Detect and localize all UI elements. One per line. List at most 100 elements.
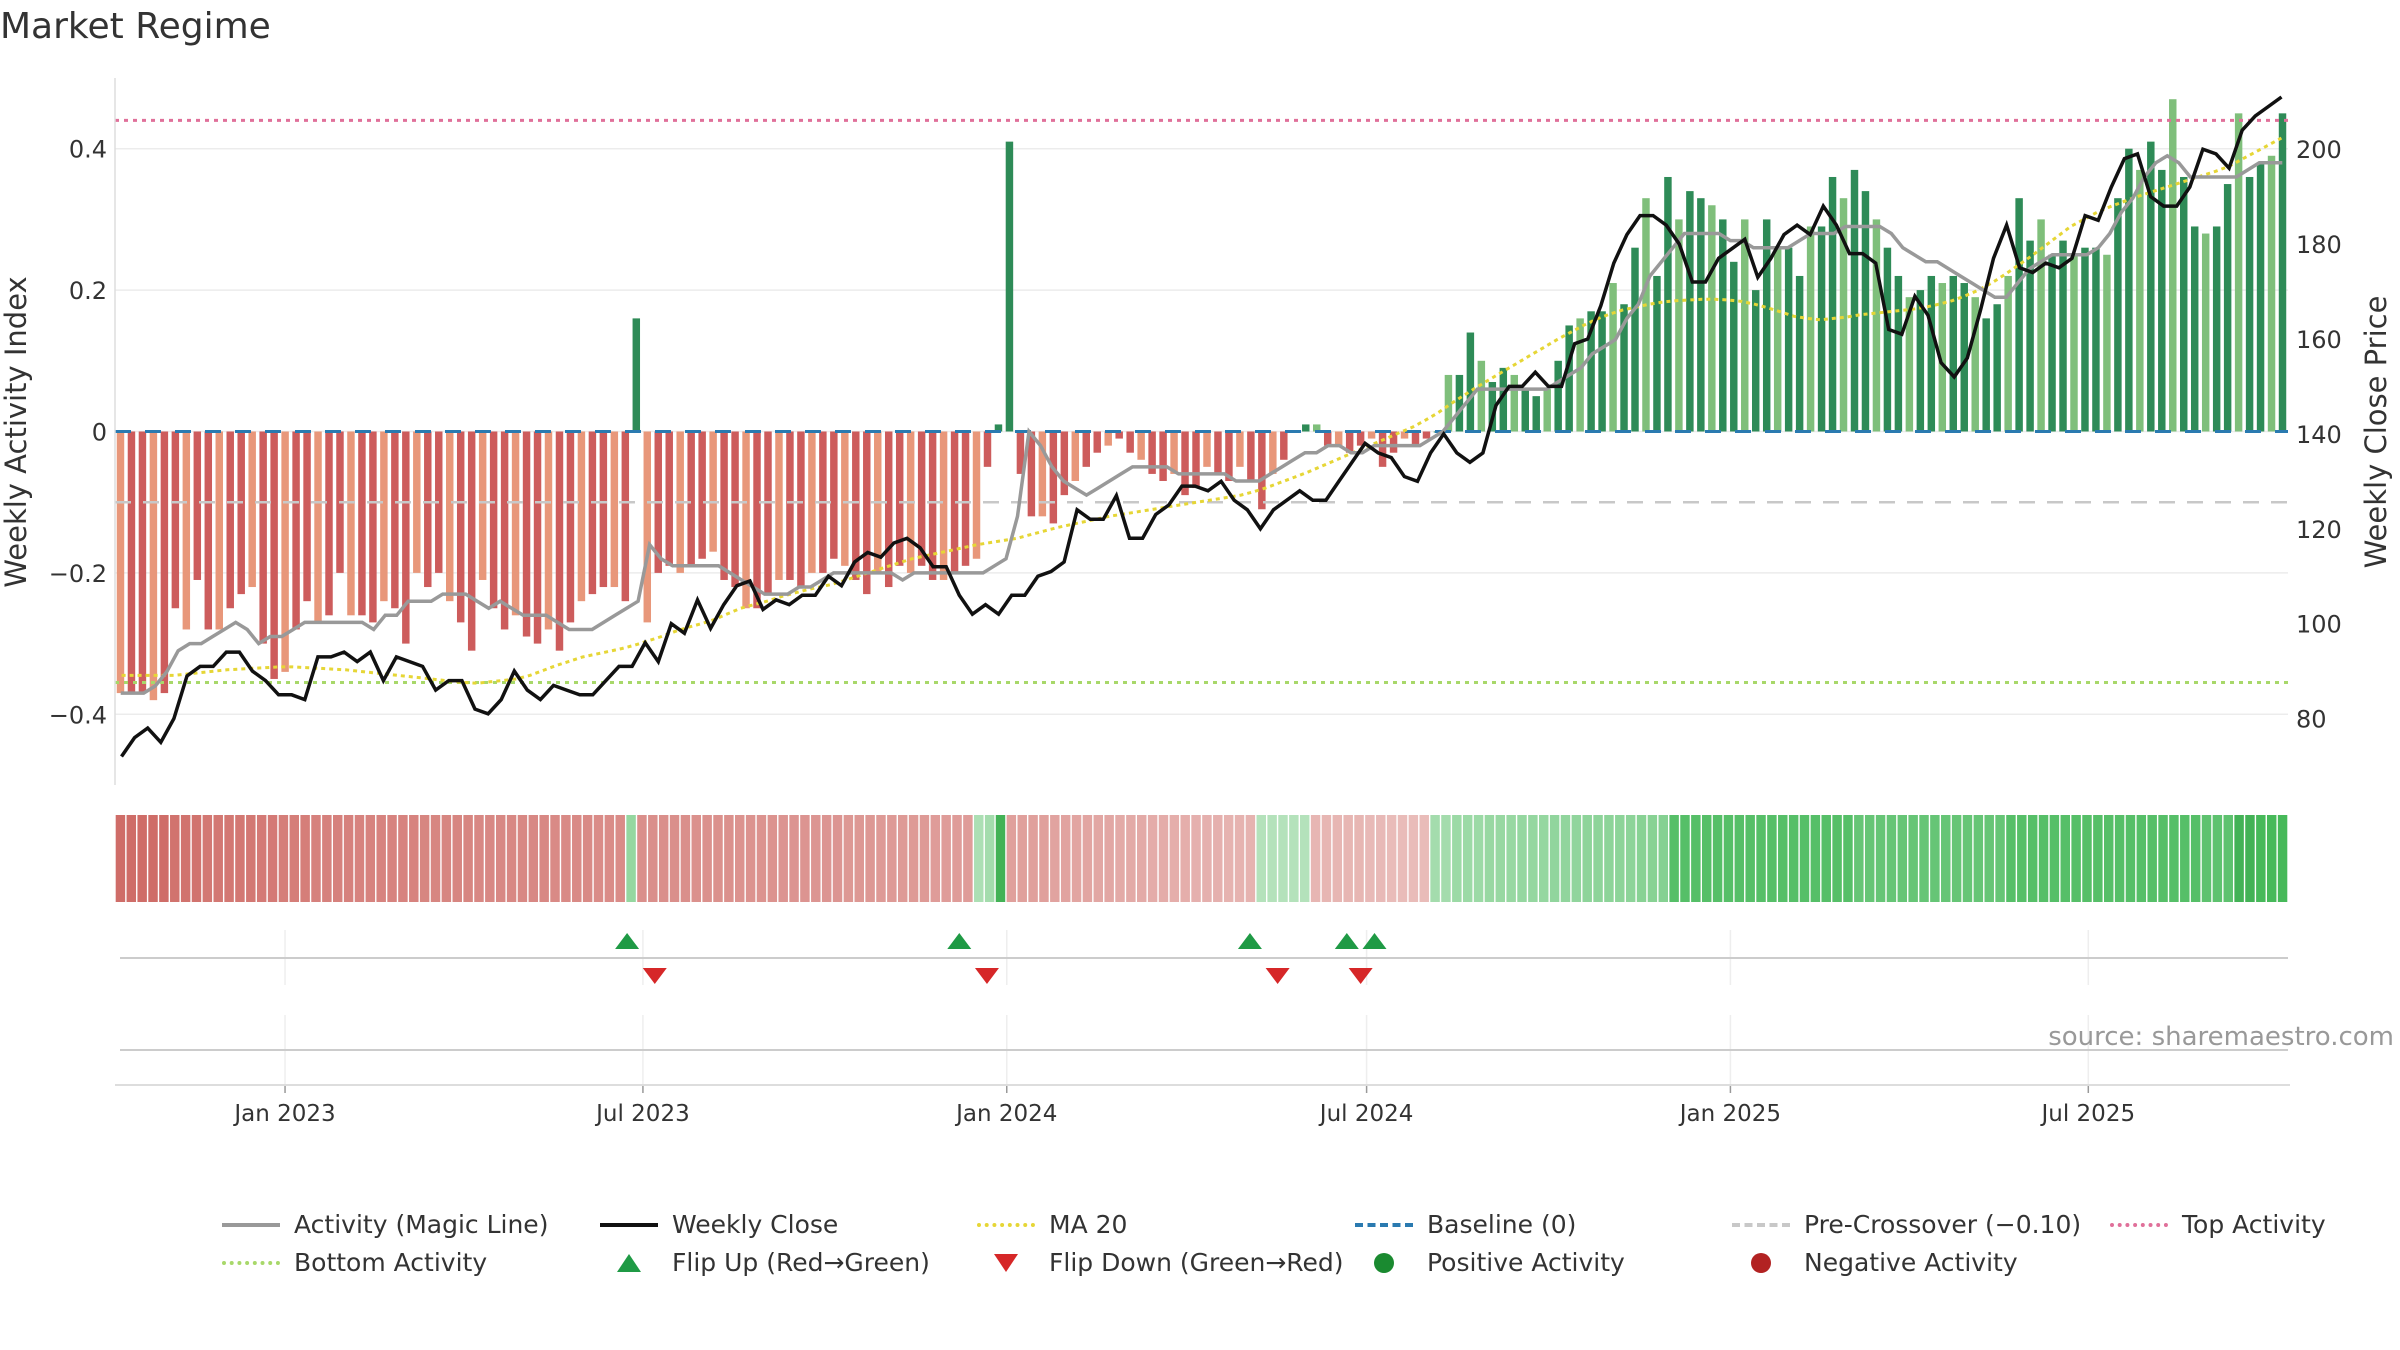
heat-cell [1778,815,1788,902]
heat-cell [2180,815,2190,902]
heat-cell [2082,815,2092,902]
heat-cell [1495,815,1506,902]
activity-bar [2037,219,2045,432]
y2-tick-label: 200 [2296,136,2342,164]
heat-cell [1821,815,1831,902]
ma20-line [121,136,2283,685]
heat-cell [1723,815,1734,902]
flip-up-marker [1362,933,1387,949]
activity-bar [566,431,575,623]
legend-label: Bottom Activity [294,1248,488,1277]
date-axis: Jan 2023 Jul 2023 Jan 2024 Jul 2024 Jan 2025… [115,1015,2290,1127]
activity-bar [2114,198,2122,432]
heat-cell [1658,815,1668,902]
activity-bar [193,431,202,580]
legend-item-ma20: MA 20 [975,1210,1127,1239]
activity-bar [1466,332,1475,432]
activity-bar [380,431,388,602]
series-lines [120,95,2283,758]
heat-cell [2006,815,2016,902]
legend-symbol [220,1215,282,1235]
activity-bar [742,431,750,609]
activity-bar [478,431,487,580]
legend-label: MA 20 [1049,1210,1128,1239]
activity-bar [1477,360,1486,432]
heat-cell [441,815,452,902]
heat-cell [974,815,984,902]
activity-bar [1697,198,1705,432]
heat-cell [1126,815,1136,902]
flip-up-marker [615,933,640,949]
flip-down-marker [974,968,999,984]
activity-bar [1839,198,1848,432]
heat-cell [343,815,354,902]
heat-cell [1441,815,1451,902]
legend-label: Flip Up (Red→Green) [672,1248,930,1277]
legend-symbol [220,1253,282,1273]
heat-cell [724,815,734,902]
heat-cell [474,815,484,902]
activity-bar [621,431,630,602]
flip-up-marker [1334,933,1359,949]
heat-cell [1213,815,1223,902]
heat-cell [278,815,289,902]
heat-cell [1799,815,1810,902]
legend-symbol [1353,1215,1415,1235]
activity-bar [2245,176,2254,432]
heat-cell [1050,815,1060,902]
activity-bar [1356,431,1365,446]
y-tick-label: 0.4 [69,136,107,164]
heat-cell [1930,815,1940,902]
heat-cell [1386,815,1397,902]
activity-bar [1664,176,1672,432]
activity-bar [215,431,223,630]
heat-cell [1886,815,1897,902]
legend-item-flipup: Flip Up (Red→Green) [598,1248,930,1277]
y-tick-label: 0 [92,419,107,447]
activity-bar [1861,191,1870,432]
activity-bar [1159,431,1167,481]
activity-bar [863,431,871,595]
legend-item-flipdown: Flip Down (Green→Red) [975,1248,1344,1277]
heat-cell [1615,815,1625,902]
activity-bar [1499,367,1508,432]
activity-bar [994,424,1003,432]
heat-cell [550,815,560,902]
activity-bar [983,431,992,467]
heat-cell [637,815,647,902]
activity-bar [599,431,608,588]
heat-cell [1549,815,1560,902]
flip-markers-panel [120,930,2288,985]
heat-cell [2234,815,2244,902]
activity-bar [1411,431,1420,446]
legend-label: Baseline (0) [1427,1210,1577,1239]
activity-bar [171,431,180,609]
heat-cell [2223,815,2233,902]
y2-tick-label: 100 [2296,611,2342,639]
activity-bar [1565,325,1573,432]
activity-bar [1938,283,1947,432]
activity-bar [1137,431,1145,460]
activity-bar [917,431,926,566]
activity-bar [1916,290,1925,432]
activity-bar [2004,275,2012,432]
flip-down-marker [642,968,667,984]
activity-bar [1521,389,1529,432]
heat-cell [398,815,408,902]
activity-bar [1082,431,1090,467]
heat-cell [2093,815,2103,902]
activity-bar [1345,431,1354,453]
heat-cell [604,815,615,902]
heat-cell [1462,815,1473,902]
activity-bar [1214,431,1222,474]
heat-cell [1299,815,1310,902]
activity-bar [2125,148,2133,432]
activity-bar [182,431,191,630]
legend-item-baseline: Baseline (0) [1353,1210,1576,1239]
heat-cell [485,815,495,902]
activity-bar [720,431,728,580]
activity-bar [1049,431,1058,524]
heat-cell [2049,815,2060,902]
legend-symbol [598,1215,660,1235]
heat-cell [1376,815,1386,902]
